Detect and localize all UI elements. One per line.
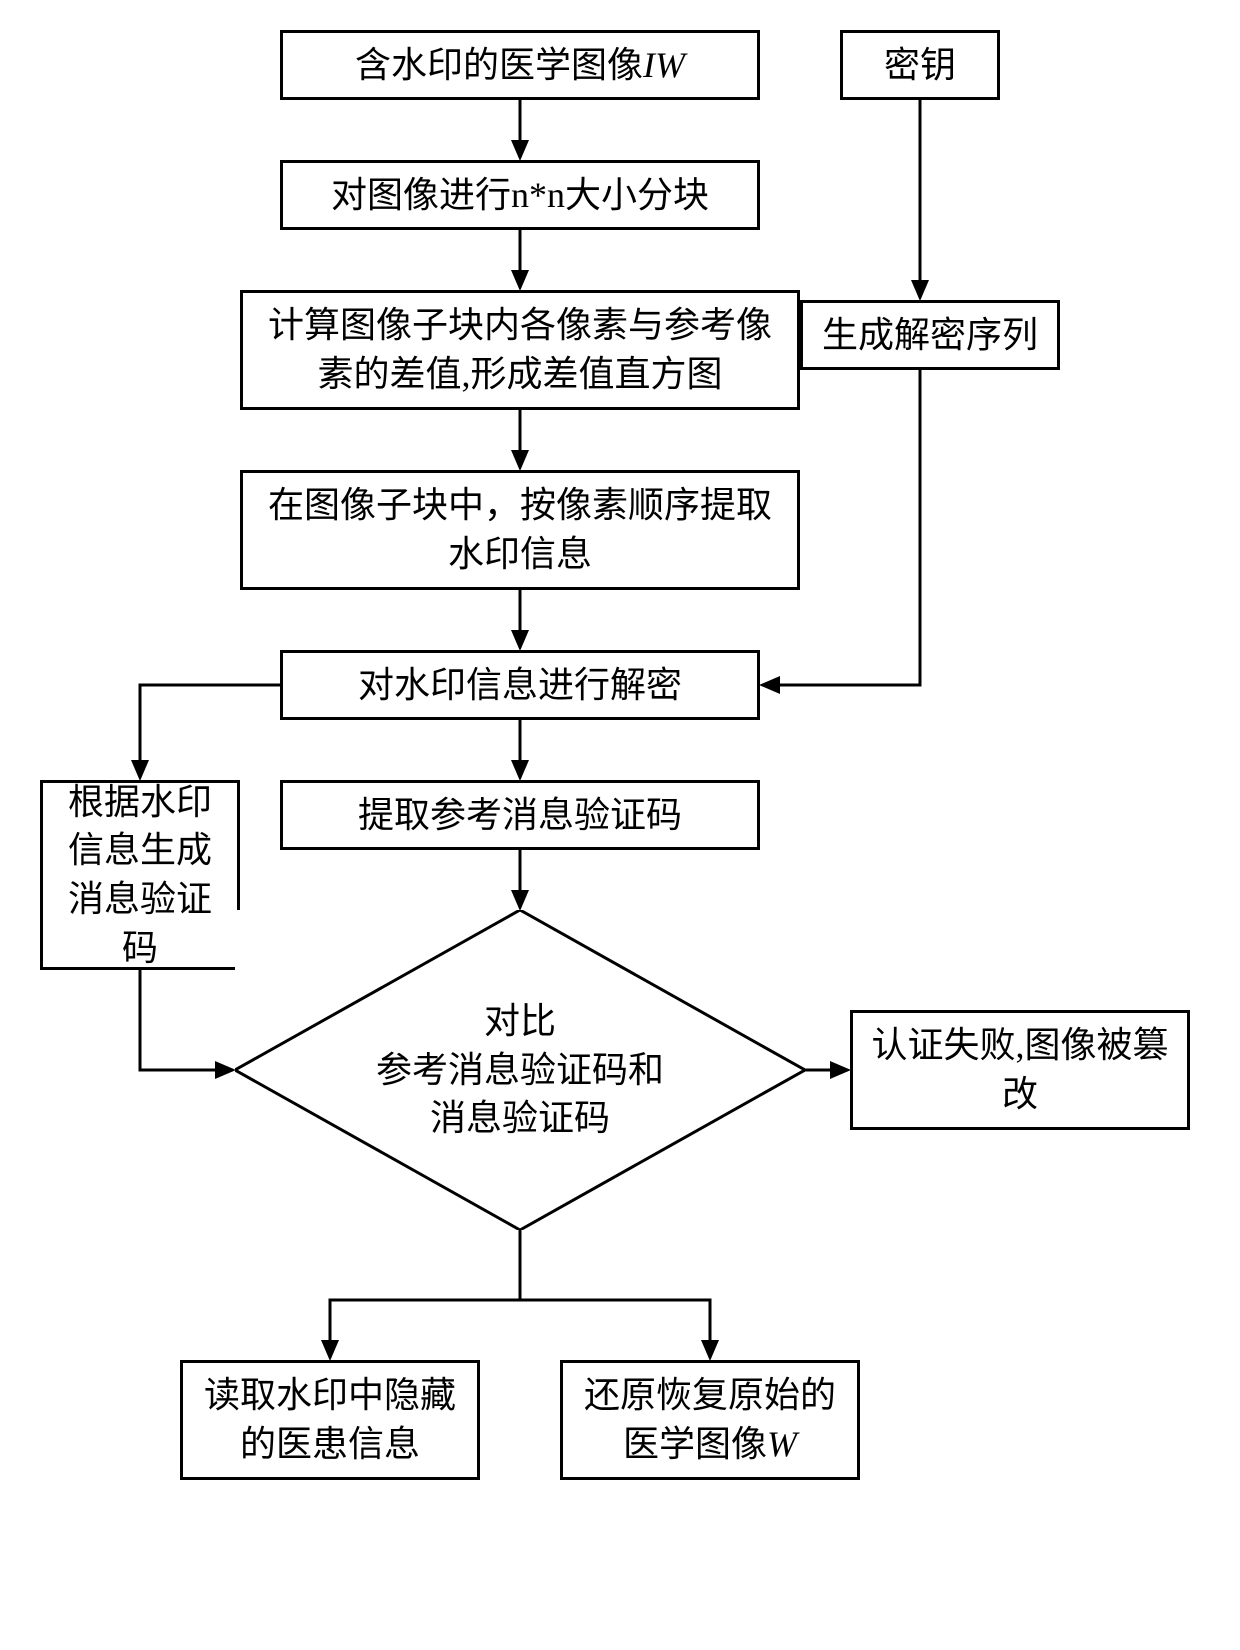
node-compare-diamond: 对比 参考消息验证码和 消息验证码 [235, 910, 805, 1230]
node-decrypt-seq: 生成解密序列 [800, 300, 1060, 370]
node-text: 认证失败,图像被篡改 [865, 1021, 1175, 1118]
node-text: 含水印的医学图像IW [355, 41, 685, 90]
node-extract-watermark: 在图像子块中，按像素顺序提取水印信息 [240, 470, 800, 590]
node-text: 在图像子块中，按像素顺序提取水印信息 [255, 481, 785, 578]
node-text: 读取水印中隐藏的医患信息 [195, 1371, 465, 1468]
node-decrypt-watermark: 对水印信息进行解密 [280, 650, 760, 720]
node-extract-ref-mac: 提取参考消息验证码 [280, 780, 760, 850]
node-text: 提取参考消息验证码 [358, 791, 682, 840]
node-gen-mac: 根据水印信息生成消息验证码 [40, 780, 240, 970]
node-text: 对比 参考消息验证码和 消息验证码 [376, 997, 664, 1143]
node-key: 密钥 [840, 30, 1000, 100]
node-text: 密钥 [884, 41, 956, 90]
node-block-split: 对图像进行n*n大小分块 [280, 160, 760, 230]
node-text: 还原恢复原始的医学图像W [575, 1371, 845, 1468]
flowchart-canvas: 含水印的医学图像IW 密钥 对图像进行n*n大小分块 计算图像子块内各像素与参考… [0, 0, 1240, 1650]
node-read-patient-info: 读取水印中隐藏的医患信息 [180, 1360, 480, 1480]
node-text: 计算图像子块内各像素与参考像素的差值,形成差值直方图 [255, 301, 785, 398]
node-watermarked-image: 含水印的医学图像IW [280, 30, 760, 100]
node-text: 生成解密序列 [822, 311, 1038, 360]
node-auth-fail: 认证失败,图像被篡改 [850, 1010, 1190, 1130]
node-text: 对图像进行n*n大小分块 [331, 171, 709, 220]
node-text: 对水印信息进行解密 [358, 661, 682, 710]
node-restore-image: 还原恢复原始的医学图像W [560, 1360, 860, 1480]
node-text: 根据水印信息生成消息验证码 [55, 778, 225, 972]
node-histogram: 计算图像子块内各像素与参考像素的差值,形成差值直方图 [240, 290, 800, 410]
